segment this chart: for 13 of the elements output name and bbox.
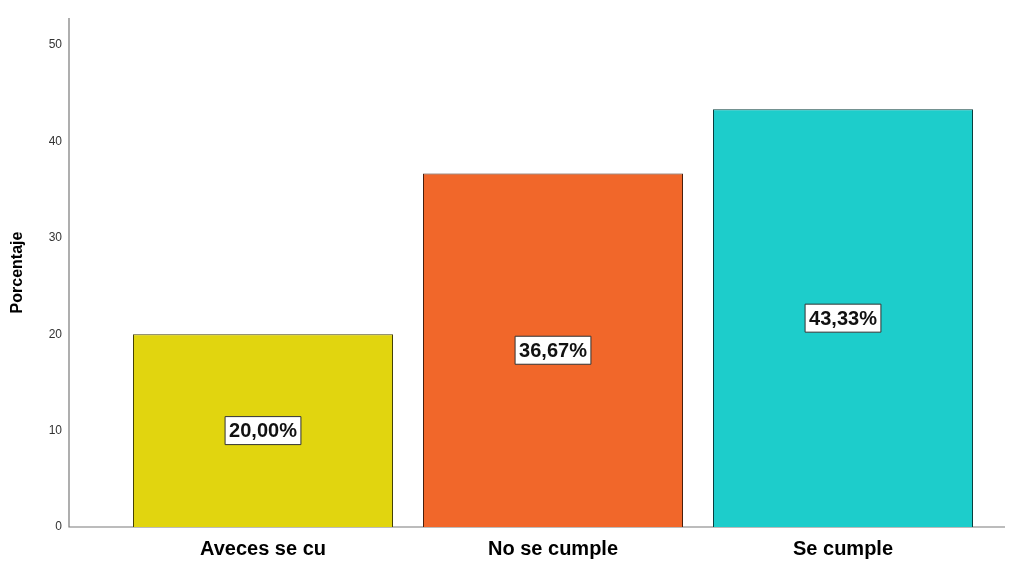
y-tick-label: 0 (55, 519, 63, 534)
data-label: 36,67% (519, 338, 588, 361)
x-tick-label: Aveces se cu (199, 536, 327, 559)
x-tick-label: Se cumple (792, 536, 894, 559)
y-tick-label: 10 (48, 422, 63, 437)
y-tick-label: 40 (48, 133, 63, 148)
y-axis-title: Porcentaje (8, 231, 26, 314)
x-tick-label: No se cumple (487, 536, 619, 559)
data-label: 43,33% (809, 306, 878, 329)
data-label: 20,00% (229, 419, 298, 442)
y-tick-label: 50 (48, 37, 63, 52)
y-tick-label: 30 (48, 230, 63, 245)
y-tick-label: 20 (48, 326, 63, 341)
